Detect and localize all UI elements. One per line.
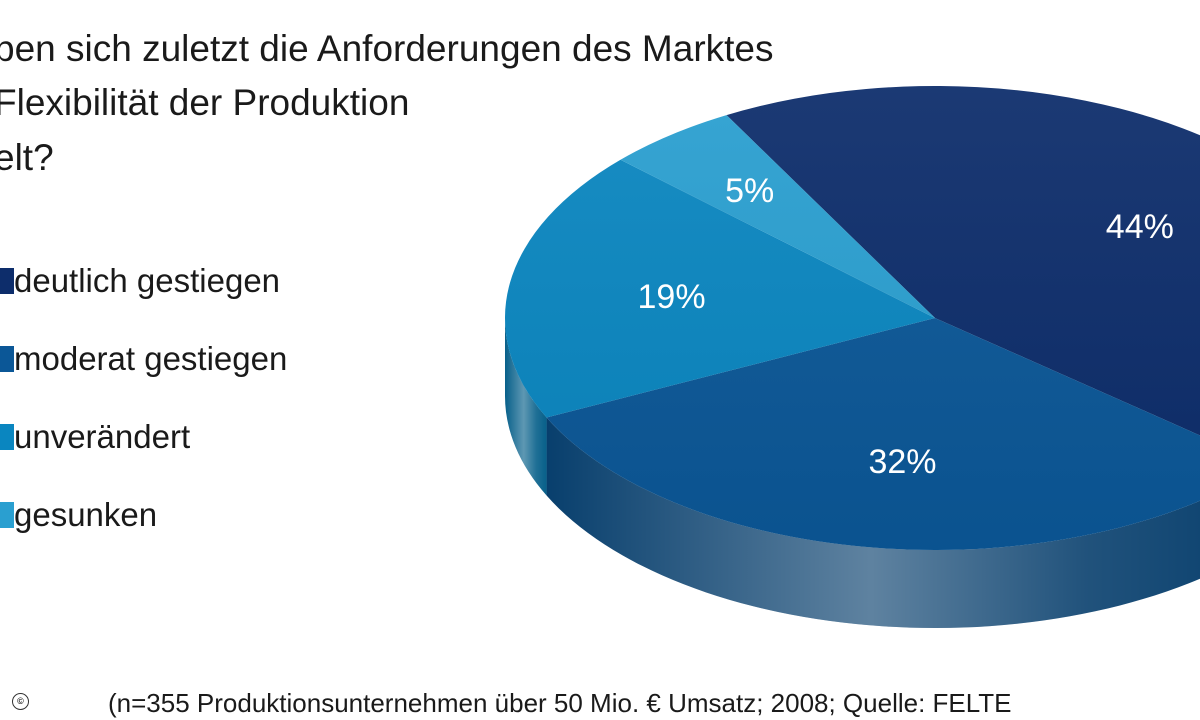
pie-side-shine-unverändert	[505, 318, 547, 496]
legend-item-gesunken: gesunken	[0, 496, 158, 533]
chart-title-line-1: ben sich zuletzt die Anforderungen des M…	[0, 28, 774, 69]
legend-label: gesunken	[14, 496, 158, 533]
legend-item-moderat-gestiegen: moderat gestiegen	[0, 340, 288, 377]
legend-label: unverändert	[14, 418, 191, 455]
pie-labels: 44% 32% 19% 5%	[638, 172, 1174, 481]
chart-title-line-3: elt?	[0, 137, 54, 178]
legend-label: deutlich gestiegen	[14, 262, 281, 299]
pie-side-shine-moderat-gestiegen	[546, 417, 1200, 628]
legend-item-unveraendert: unverändert	[0, 418, 191, 455]
pie-top-gloss	[505, 86, 1200, 550]
pie-label-moderat-gestiegen: 32%	[868, 443, 936, 481]
legend-swatch	[0, 502, 14, 528]
pie-label-deutlich-gestiegen: 44%	[1106, 208, 1174, 246]
pie-label-gesunken: 5%	[725, 172, 774, 210]
pie-sides	[505, 318, 1200, 628]
legend-swatch	[0, 424, 14, 450]
pie-top	[504, 86, 1200, 550]
legend-item-deutlich-gestiegen: deutlich gestiegen	[0, 262, 281, 299]
legend-label: moderat gestiegen	[14, 340, 288, 377]
pie-label-unverändert: 19%	[638, 278, 706, 316]
chart-title-line-2: Flexibilität der Produktion	[0, 82, 410, 123]
legend-swatch	[0, 346, 14, 372]
legend-swatch	[0, 268, 14, 294]
footnote-source: (n=355 Produktionsunternehmen über 50 Mi…	[108, 688, 1012, 718]
copyright-icon: ©	[12, 693, 29, 710]
